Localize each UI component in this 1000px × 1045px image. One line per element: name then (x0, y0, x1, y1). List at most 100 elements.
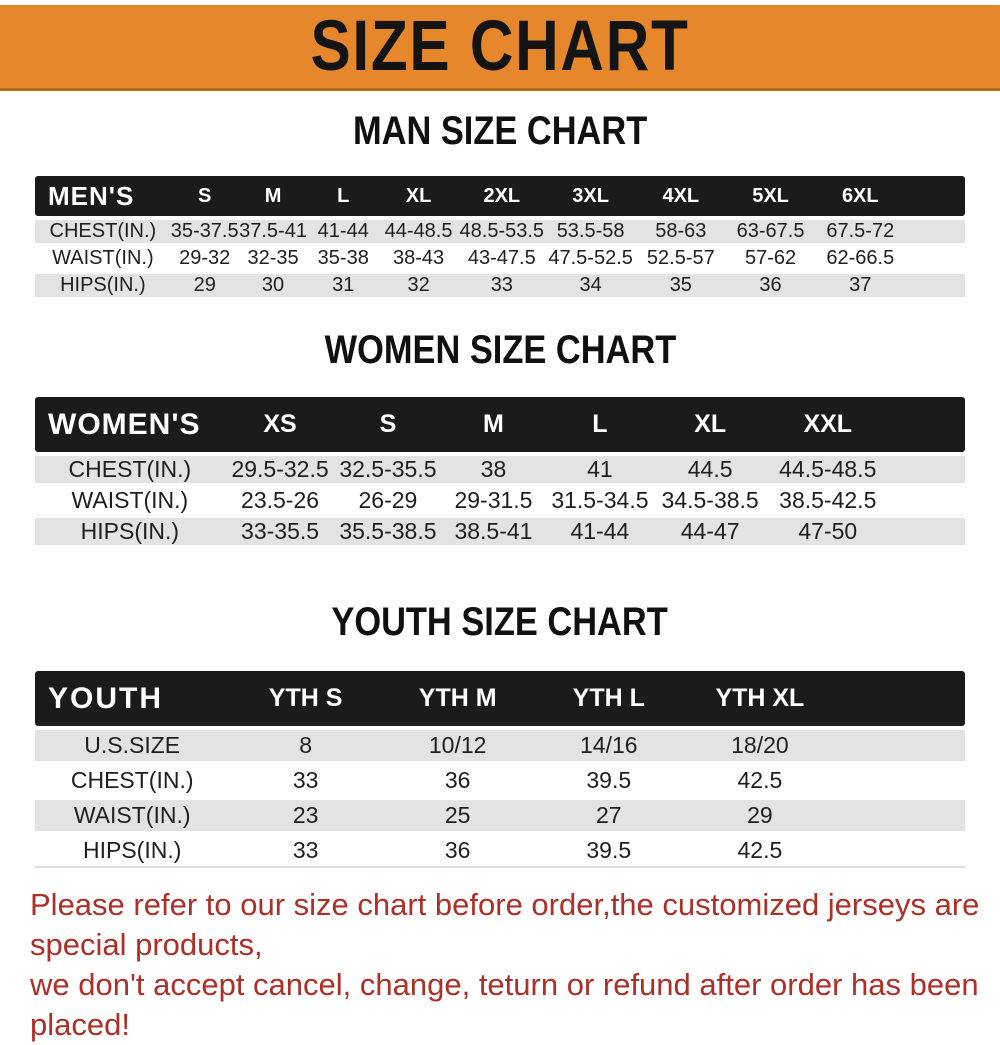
size-cell: 35 (635, 270, 726, 297)
size-cell: 38 (440, 452, 547, 483)
banner-title: SIZE CHART (310, 7, 690, 86)
size-cell: 58-63 (635, 216, 726, 243)
size-cell: 33 (458, 270, 546, 297)
size-chart-page: { "banner": { "title": "SIZE CHART" }, "… (0, 5, 1000, 1042)
cell-spacer (905, 270, 965, 297)
header-spacer (835, 671, 965, 726)
size-cell: 29-31.5 (440, 483, 547, 514)
note-line-2: we don't accept cancel, change, teturn o… (30, 967, 979, 1042)
column-header: M (440, 397, 547, 452)
row-label: U.S.SIZE (35, 726, 230, 761)
row-label: HIPS(IN.) (35, 270, 171, 297)
column-header: S (335, 397, 441, 452)
size-cell: 33-35.5 (224, 514, 336, 545)
table-row: WAIST(IN.) 23 25 27 29 (35, 796, 965, 831)
column-header: L (307, 176, 380, 216)
column-header: YTH M (381, 671, 534, 726)
size-cell: 37 (815, 270, 906, 297)
size-cell: 33 (229, 831, 382, 866)
womens-header-row: WOMEN'S XS S M L XL XXL (35, 397, 965, 452)
table-row: U.S.SIZE 8 10/12 14/16 18/20 (35, 726, 965, 761)
cell-spacer (888, 452, 965, 483)
cell-spacer (905, 243, 965, 270)
column-header: XS (224, 397, 336, 452)
size-cell: 34.5-38.5 (653, 483, 767, 514)
size-cell: 38-43 (379, 243, 459, 270)
size-cell: 48.5-53.5 (458, 216, 546, 243)
size-cell: 63-67.5 (725, 216, 816, 243)
column-header: 2XL (458, 176, 546, 216)
row-label: HIPS(IN.) (35, 831, 230, 866)
size-cell: 32-35 (238, 243, 308, 270)
youth-size-chart-heading: YOUTH SIZE CHART (331, 600, 669, 644)
womens-size-table: WOMEN'S XS S M L XL XXL CHEST(IN.) 29.5-… (35, 397, 965, 545)
row-label: WAIST(IN.) (35, 243, 171, 270)
column-header: M (238, 176, 308, 216)
size-cell: 38.5-41 (440, 514, 547, 545)
size-cell: 36 (725, 270, 816, 297)
size-cell: 41-44 (307, 216, 380, 243)
youth-size-table: YOUTH YTH S YTH M YTH L YTH XL U.S.SIZE … (35, 671, 965, 868)
row-label: WAIST(IN.) (35, 796, 230, 831)
size-cell: 32.5-35.5 (335, 452, 441, 483)
size-cell: 33 (229, 761, 382, 796)
size-cell: 67.5-72 (815, 216, 906, 243)
table-row: WAIST(IN.) 29-32 32-35 35-38 38-43 43-47… (35, 243, 965, 270)
column-header: 6XL (815, 176, 906, 216)
cell-spacer (888, 514, 965, 545)
size-cell: 44.5-48.5 (766, 452, 889, 483)
table-row: HIPS(IN.) 29 30 31 32 33 34 35 36 37 (35, 270, 965, 297)
size-cell: 43-47.5 (458, 243, 546, 270)
size-cell: 29-32 (170, 243, 239, 270)
size-cell: 36 (381, 761, 534, 796)
table-row: HIPS(IN.) 33-35.5 35.5-38.5 38.5-41 41-4… (35, 514, 965, 545)
size-cell: 39.5 (533, 831, 685, 866)
disclaimer-note: Please refer to our size chart before or… (30, 885, 1000, 1045)
size-cell: 36 (381, 831, 534, 866)
row-label: CHEST(IN.) (35, 216, 171, 243)
column-header: XL (379, 176, 459, 216)
row-label: WAIST(IN.) (35, 483, 225, 514)
cell-spacer (888, 483, 965, 514)
size-cell: 23.5-26 (224, 483, 336, 514)
size-cell: 38.5-42.5 (766, 483, 889, 514)
size-cell: 44-47 (653, 514, 767, 545)
size-cell: 47.5-52.5 (545, 243, 636, 270)
size-cell: 10/12 (381, 726, 534, 761)
size-cell: 31.5-34.5 (546, 483, 654, 514)
table-row: WAIST(IN.) 23.5-26 26-29 29-31.5 31.5-34… (35, 483, 965, 514)
column-header: XL (653, 397, 767, 452)
table-row: CHEST(IN.) 35-37.5 37.5-41 41-44 44-48.5… (35, 216, 965, 243)
column-header: 4XL (635, 176, 726, 216)
size-cell: 37.5-41 (238, 216, 308, 243)
cell-spacer (835, 831, 965, 866)
size-cell: 14/16 (533, 726, 685, 761)
size-cell: 23 (229, 796, 382, 831)
column-header: XXL (766, 397, 889, 452)
size-cell: 30 (238, 270, 308, 297)
mens-header-row: MEN'S S M L XL 2XL 3XL 4XL 5XL 6XL (35, 176, 965, 216)
table-row: CHEST(IN.) 33 36 39.5 42.5 (35, 761, 965, 796)
cell-spacer (835, 761, 965, 796)
size-cell: 26-29 (335, 483, 441, 514)
size-cell: 57-62 (725, 243, 816, 270)
size-cell: 41 (546, 452, 654, 483)
size-cell: 44-48.5 (379, 216, 459, 243)
women-size-chart-heading: WOMEN SIZE CHART (324, 328, 676, 372)
size-cell: 27 (533, 796, 685, 831)
column-header: YTH L (533, 671, 685, 726)
row-label: CHEST(IN.) (35, 452, 225, 483)
size-cell: 47-50 (766, 514, 889, 545)
column-header: 5XL (725, 176, 816, 216)
column-header: S (170, 176, 239, 216)
size-chart-banner: SIZE CHART (0, 5, 1000, 91)
size-cell: 29.5-32.5 (224, 452, 336, 483)
size-cell: 42.5 (684, 761, 836, 796)
size-cell: 25 (381, 796, 534, 831)
size-cell: 29 (684, 796, 836, 831)
size-cell: 42.5 (684, 831, 836, 866)
cell-spacer (905, 216, 965, 243)
size-cell: 31 (307, 270, 380, 297)
column-header: YTH S (229, 671, 382, 726)
column-header: 3XL (545, 176, 636, 216)
